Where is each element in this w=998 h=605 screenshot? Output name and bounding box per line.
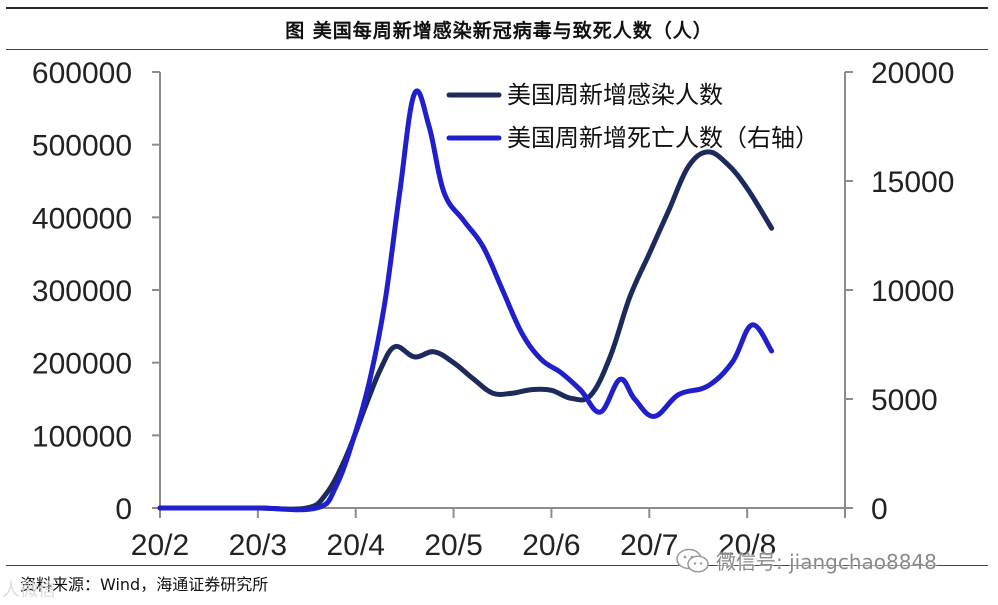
right-axis-tick-label: 0 xyxy=(871,493,888,526)
legend-label: 美国周新增死亡人数（右轴） xyxy=(507,124,819,152)
right-axis-tick-label: 5000 xyxy=(871,384,938,417)
left-axis-tick-label: 0 xyxy=(115,493,132,526)
left-axis-tick-label: 500000 xyxy=(32,130,132,163)
x-axis-tick-label: 20/6 xyxy=(522,529,580,562)
right-axis-tick-label: 15000 xyxy=(871,166,954,199)
source-note: 资料来源：Wind，海通证券研究所 xyxy=(20,575,269,594)
left-axis-tick-label: 300000 xyxy=(32,275,132,308)
title-rule xyxy=(6,49,988,50)
infection-series-line xyxy=(157,149,775,512)
watermark-right: 微信号: jiangchao8848 xyxy=(676,546,937,575)
top-rule xyxy=(6,7,988,9)
right-axis-tick-label: 10000 xyxy=(871,275,954,308)
wechat-icon xyxy=(676,548,710,574)
x-axis-tick-label: 20/4 xyxy=(327,529,385,562)
x-axis-tick-label: 20/5 xyxy=(424,529,482,562)
x-axis-tick-label: 20/2 xyxy=(131,529,189,562)
legend-label: 美国周新增感染人数 xyxy=(507,81,723,109)
series-layer xyxy=(157,88,775,513)
x-axis-tick-label: 20/8 xyxy=(718,529,776,562)
right-axis-tick-label: 20000 xyxy=(871,57,954,90)
left-axis-tick-label: 600000 xyxy=(32,57,132,90)
bottom-rule xyxy=(6,565,988,566)
watermark-left: 人微信 xyxy=(2,580,56,601)
left-axis-tick-label: 400000 xyxy=(32,202,132,235)
x-axis-tick-label: 20/7 xyxy=(620,529,678,562)
axes-layer: 0 100000 200000 300000 400000 500000 600000 0 50… xyxy=(32,57,955,562)
watermark-text: 微信号: jiangchao8848 xyxy=(716,550,937,574)
chart-title: 图 美国每周新增感染新冠病毒与致死人数（人） xyxy=(285,20,713,42)
x-axis-tick-label: 20/3 xyxy=(229,529,287,562)
left-axis-tick-label: 100000 xyxy=(32,420,132,453)
left-axis-tick-label: 200000 xyxy=(32,348,132,381)
death-series-line xyxy=(157,88,775,513)
